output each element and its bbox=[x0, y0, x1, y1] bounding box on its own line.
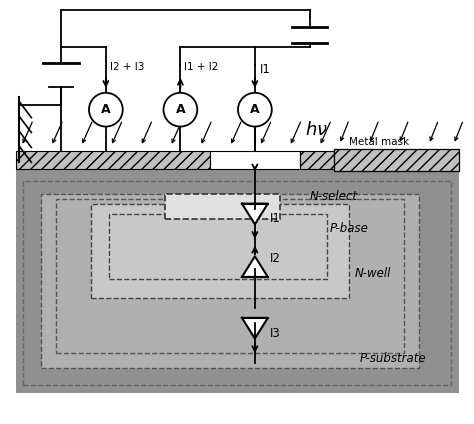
Polygon shape bbox=[242, 256, 268, 277]
Text: A: A bbox=[101, 103, 110, 116]
Text: N-select: N-select bbox=[310, 190, 357, 203]
Bar bbox=[109, 214, 328, 279]
Text: P-substrate: P-substrate bbox=[359, 351, 426, 365]
Bar bbox=[41, 194, 419, 368]
Bar bbox=[17, 169, 458, 393]
Text: P-base: P-base bbox=[329, 223, 368, 235]
Bar bbox=[210, 151, 300, 169]
Text: N-well: N-well bbox=[354, 267, 391, 280]
Text: Metal mask: Metal mask bbox=[349, 137, 410, 148]
Text: I2: I2 bbox=[270, 252, 281, 265]
Text: I3: I3 bbox=[270, 327, 281, 340]
Bar bbox=[165, 194, 280, 219]
Polygon shape bbox=[242, 318, 268, 339]
Text: $h\nu$: $h\nu$ bbox=[305, 120, 328, 139]
Text: I1: I1 bbox=[270, 212, 281, 226]
Text: I1: I1 bbox=[260, 64, 271, 76]
Bar bbox=[17, 151, 210, 169]
Text: A: A bbox=[175, 103, 185, 116]
Circle shape bbox=[164, 93, 197, 126]
Polygon shape bbox=[242, 204, 268, 224]
Bar bbox=[334, 149, 458, 171]
Text: I1 + I2: I1 + I2 bbox=[184, 62, 219, 72]
Text: A: A bbox=[250, 103, 260, 116]
Bar bbox=[300, 151, 334, 169]
Bar bbox=[91, 204, 349, 298]
Circle shape bbox=[89, 93, 123, 126]
Circle shape bbox=[238, 93, 272, 126]
Bar bbox=[56, 199, 404, 353]
Text: I2 + I3: I2 + I3 bbox=[110, 62, 144, 72]
Bar bbox=[23, 181, 451, 385]
